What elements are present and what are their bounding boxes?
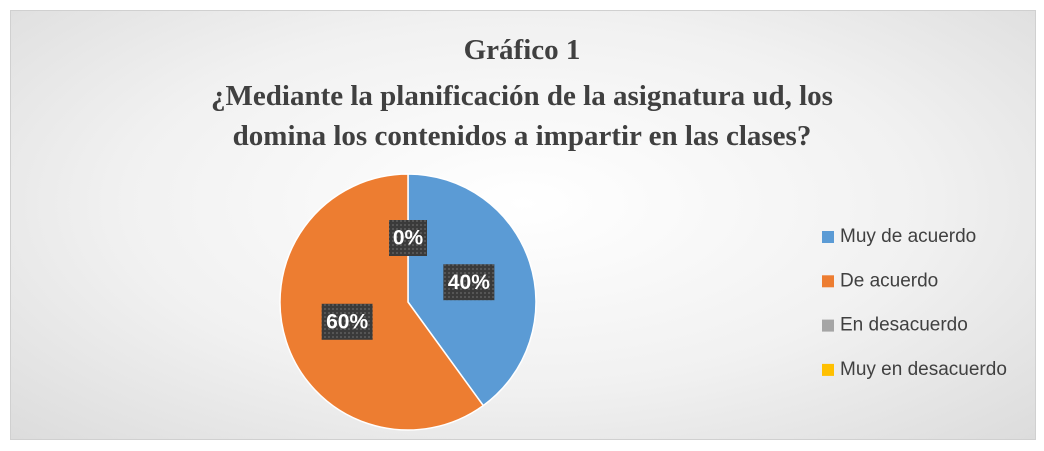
data-label: 0% <box>393 227 424 250</box>
data-label-box <box>389 220 427 256</box>
data-label: 40% <box>448 271 490 294</box>
legend-label: De acuerdo <box>840 270 938 291</box>
chart-subtitle: ¿Mediante la planificación de la asignat… <box>211 80 833 152</box>
legend-label: Muy en desacuerdo <box>840 359 1007 380</box>
data-label-box <box>443 264 495 301</box>
legend-swatch <box>822 319 834 332</box>
chart-title: Gráfico 1 <box>463 34 581 66</box>
legend-swatch <box>822 275 834 288</box>
chart-area <box>10 10 1036 440</box>
legend-label: Muy de acuerdo <box>840 226 976 247</box>
legend-swatch <box>822 231 834 243</box>
data-label-box <box>321 303 373 340</box>
pie-slice <box>279 173 485 431</box>
legend-swatch <box>822 363 834 376</box>
data-label: 60% <box>326 310 368 333</box>
legend-label: En desacuerdo <box>840 315 968 336</box>
